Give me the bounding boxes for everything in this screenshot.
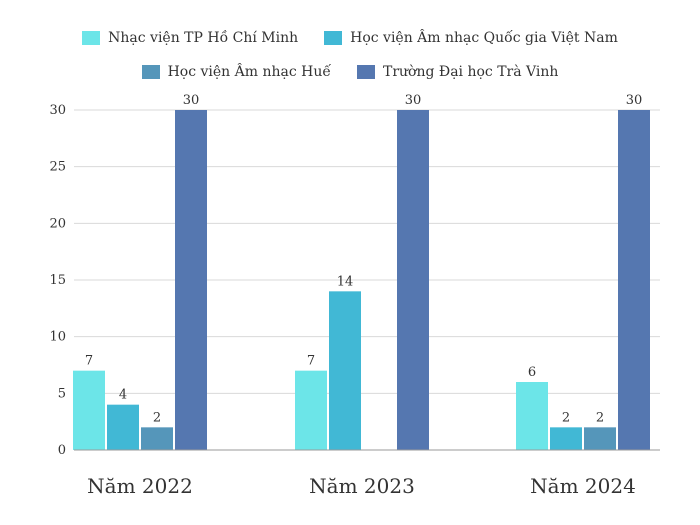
- bar-3-series-1: [516, 382, 548, 450]
- legend-swatch-series-4: [357, 65, 375, 79]
- y-tick-label-5: 5: [58, 386, 66, 401]
- data-label-2-series-2: 14: [337, 274, 354, 289]
- y-tick-label-15: 15: [49, 273, 66, 288]
- data-label-3-series-2: 2: [562, 410, 570, 425]
- bar-3-series-3: [584, 427, 616, 450]
- legend-item-series-2: Học viện Âm nhạc Quốc gia Việt Nam: [324, 30, 618, 46]
- y-tick-label-30: 30: [49, 103, 66, 118]
- y-tick-label-0: 0: [58, 443, 66, 458]
- bar-2-series-4: [397, 110, 429, 450]
- bar-1-series-3: [141, 427, 173, 450]
- data-label-1-series-1: 7: [85, 354, 93, 369]
- x-tick-label-3: Năm 2024: [530, 474, 636, 498]
- legend-item-series-3: Học viện Âm nhạc Huế: [141, 64, 331, 80]
- data-label-2-series-4: 30: [405, 93, 422, 108]
- legend-row-1: Nhạc viện TP Hồ Chí Minh Học viện Âm nhạ…: [0, 30, 700, 46]
- data-label-1-series-3: 2: [153, 410, 161, 425]
- legend-swatch-series-1: [82, 31, 101, 45]
- x-tick-label-1: Năm 2022: [87, 474, 193, 498]
- legend-label-series-2: Học viện Âm nhạc Quốc gia Việt Nam: [350, 30, 618, 46]
- legend-label-series-4: Trường Đại học Trà Vinh: [383, 64, 559, 80]
- legend-swatch-series-2: [324, 31, 343, 45]
- bar-1-series-4: [175, 110, 207, 450]
- legend-swatch-series-3: [141, 65, 160, 79]
- y-tick-label-10: 10: [49, 330, 66, 345]
- bar-3-series-4: [618, 110, 650, 450]
- y-tick-label-25: 25: [49, 160, 66, 175]
- bar-1-series-1: [73, 370, 105, 450]
- bar-2-series-2: [329, 291, 361, 450]
- bar-3-series-2: [550, 427, 582, 450]
- legend-label-series-1: Nhạc viện TP Hồ Chí Minh: [108, 30, 299, 46]
- bar-2-series-1: [295, 370, 327, 450]
- legend-label-series-3: Học viện Âm nhạc Huế: [167, 64, 331, 80]
- data-label-3-series-1: 6: [528, 365, 536, 380]
- data-label-1-series-2: 4: [119, 388, 127, 403]
- data-label-3-series-4: 30: [626, 93, 643, 108]
- data-label-1-series-4: 30: [183, 93, 200, 108]
- legend-row-2: Học viện Âm nhạc Huế Trường Đại học Trà …: [0, 64, 700, 80]
- data-label-2-series-1: 7: [307, 354, 315, 369]
- legend-item-series-4: Trường Đại học Trà Vinh: [357, 64, 558, 80]
- legend-item-series-1: Nhạc viện TP Hồ Chí Minh: [82, 30, 298, 46]
- data-label-3-series-3: 2: [596, 410, 604, 425]
- y-tick-label-20: 20: [49, 216, 66, 231]
- x-tick-label-2: Năm 2023: [309, 474, 415, 498]
- bar-1-series-2: [107, 404, 139, 450]
